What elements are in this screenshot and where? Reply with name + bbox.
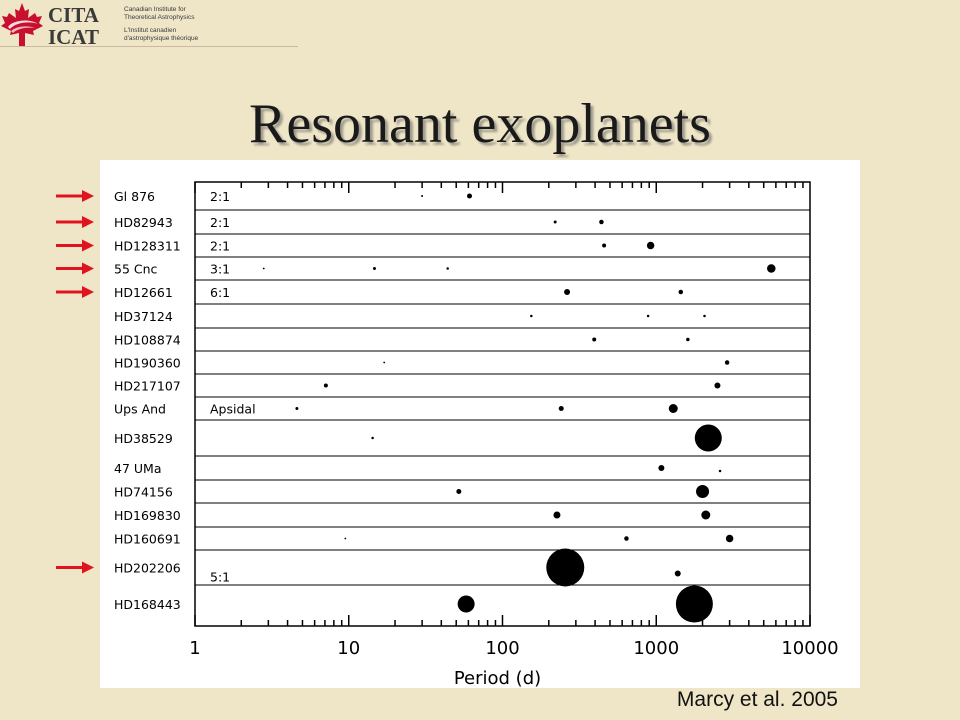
planet-marker (646, 314, 650, 318)
planet-marker (701, 510, 711, 520)
planet-marker (686, 337, 690, 342)
planet-marker (724, 360, 730, 365)
system-label: Ups And (114, 402, 166, 417)
planet-marker (767, 264, 776, 273)
planet-marker (546, 548, 585, 587)
planet-marker (624, 536, 629, 541)
resonance-label: 2:1 (210, 239, 230, 254)
red-arrow-icon (56, 239, 94, 252)
logo-abbr-fr: ICAT (48, 25, 99, 49)
planet-marker (718, 469, 722, 473)
red-arrow-icon (56, 561, 94, 574)
system-label: HD202206 (114, 561, 181, 576)
logo-name-en-1: Canadian Institute for (124, 6, 187, 13)
planet-marker (558, 406, 564, 411)
system-label: HD38529 (114, 431, 173, 446)
period-chart: 1 10 100 1000 10000 Period (d) Gl 876 2:1 HD8294… (114, 181, 839, 688)
planet-marker (530, 314, 533, 318)
citation-credit: Marcy et al. 2005 (676, 688, 838, 711)
resonance-label: 5:1 (210, 570, 230, 585)
planet-marker (371, 436, 374, 440)
planet-marker (344, 537, 347, 540)
x-tick-label: 1000 (633, 638, 679, 659)
system-label: HD12661 (114, 285, 173, 300)
x-axis-label: Period (d) (454, 668, 541, 688)
cita-logo: CITA ICAT Canadian Institute for Theoret… (1, 3, 199, 49)
red-arrow-icon (56, 216, 94, 228)
planet-marker (456, 489, 462, 494)
planet-marker (703, 314, 706, 318)
red-arrow-icon (56, 190, 94, 202)
planet-marker (696, 485, 710, 498)
logo-name-fr-2: d'astrophysique théorique (124, 35, 199, 42)
x-tick-label: 10000 (781, 638, 838, 659)
planet-marker (678, 289, 684, 295)
plot-frame (194, 181, 811, 627)
planet-marker (457, 595, 475, 613)
system-label: HD74156 (114, 485, 173, 500)
logo-name-fr-1: L'Institut canadien (124, 27, 177, 34)
planet-marker (675, 585, 713, 623)
planet-marker (725, 534, 734, 543)
planet-marker (714, 382, 721, 389)
system-label: HD169830 (114, 508, 181, 523)
planet-marker (564, 289, 571, 295)
planet-marker (446, 267, 449, 270)
resonance-label: 3:1 (210, 262, 230, 277)
planet-marker (694, 424, 722, 452)
planet-marker (262, 267, 265, 270)
planet-marker (668, 404, 678, 413)
system-label: HD217107 (114, 379, 181, 394)
system-label: HD108874 (114, 333, 181, 348)
planet-marker (658, 465, 665, 471)
logo-divider (0, 46, 298, 47)
planet-marker (383, 361, 386, 364)
planet-marker (602, 243, 607, 248)
system-label: HD190360 (114, 356, 181, 371)
red-arrow-icon (56, 262, 94, 275)
planet-marker (466, 193, 472, 199)
system-label: HD128311 (114, 239, 181, 254)
planet-marker (674, 570, 681, 577)
system-label: HD37124 (114, 309, 173, 324)
planet-marker (323, 383, 328, 388)
system-label: HD160691 (114, 532, 181, 547)
logo-abbr-en: CITA (48, 3, 100, 27)
x-tick-label: 1 (189, 638, 200, 659)
maple-leaf-icon (1, 3, 43, 46)
slide-title: Resonant exoplanets (249, 93, 711, 155)
planet-marker (599, 219, 604, 225)
system-label: Gl 876 (114, 189, 155, 204)
system-label: HD168443 (114, 597, 181, 612)
planet-marker (553, 220, 557, 224)
resonance-label: Apsidal (210, 402, 256, 417)
planet-marker (372, 267, 376, 270)
x-tick-label: 100 (485, 638, 519, 659)
resonance-arrows (56, 190, 94, 574)
resonance-label: 6:1 (210, 285, 230, 300)
system-label: HD82943 (114, 215, 173, 230)
system-label: 55 Cnc (114, 262, 158, 277)
planet-marker (646, 241, 655, 250)
resonance-label: 2:1 (210, 215, 230, 230)
system-label: 47 UMa (114, 461, 161, 476)
planet-marker (295, 407, 299, 410)
x-tick-label: 10 (337, 638, 360, 659)
planet-marker (553, 511, 561, 519)
chart-panel: 1 10 100 1000 10000 Period (d) Gl 876 2:1 HD8294… (100, 160, 860, 688)
planet-marker (421, 195, 424, 197)
resonance-label: 2:1 (210, 189, 230, 204)
planet-marker (592, 337, 597, 342)
logo-name-en-2: Theoretical Astrophysics (124, 14, 195, 21)
red-arrow-icon (56, 286, 94, 298)
